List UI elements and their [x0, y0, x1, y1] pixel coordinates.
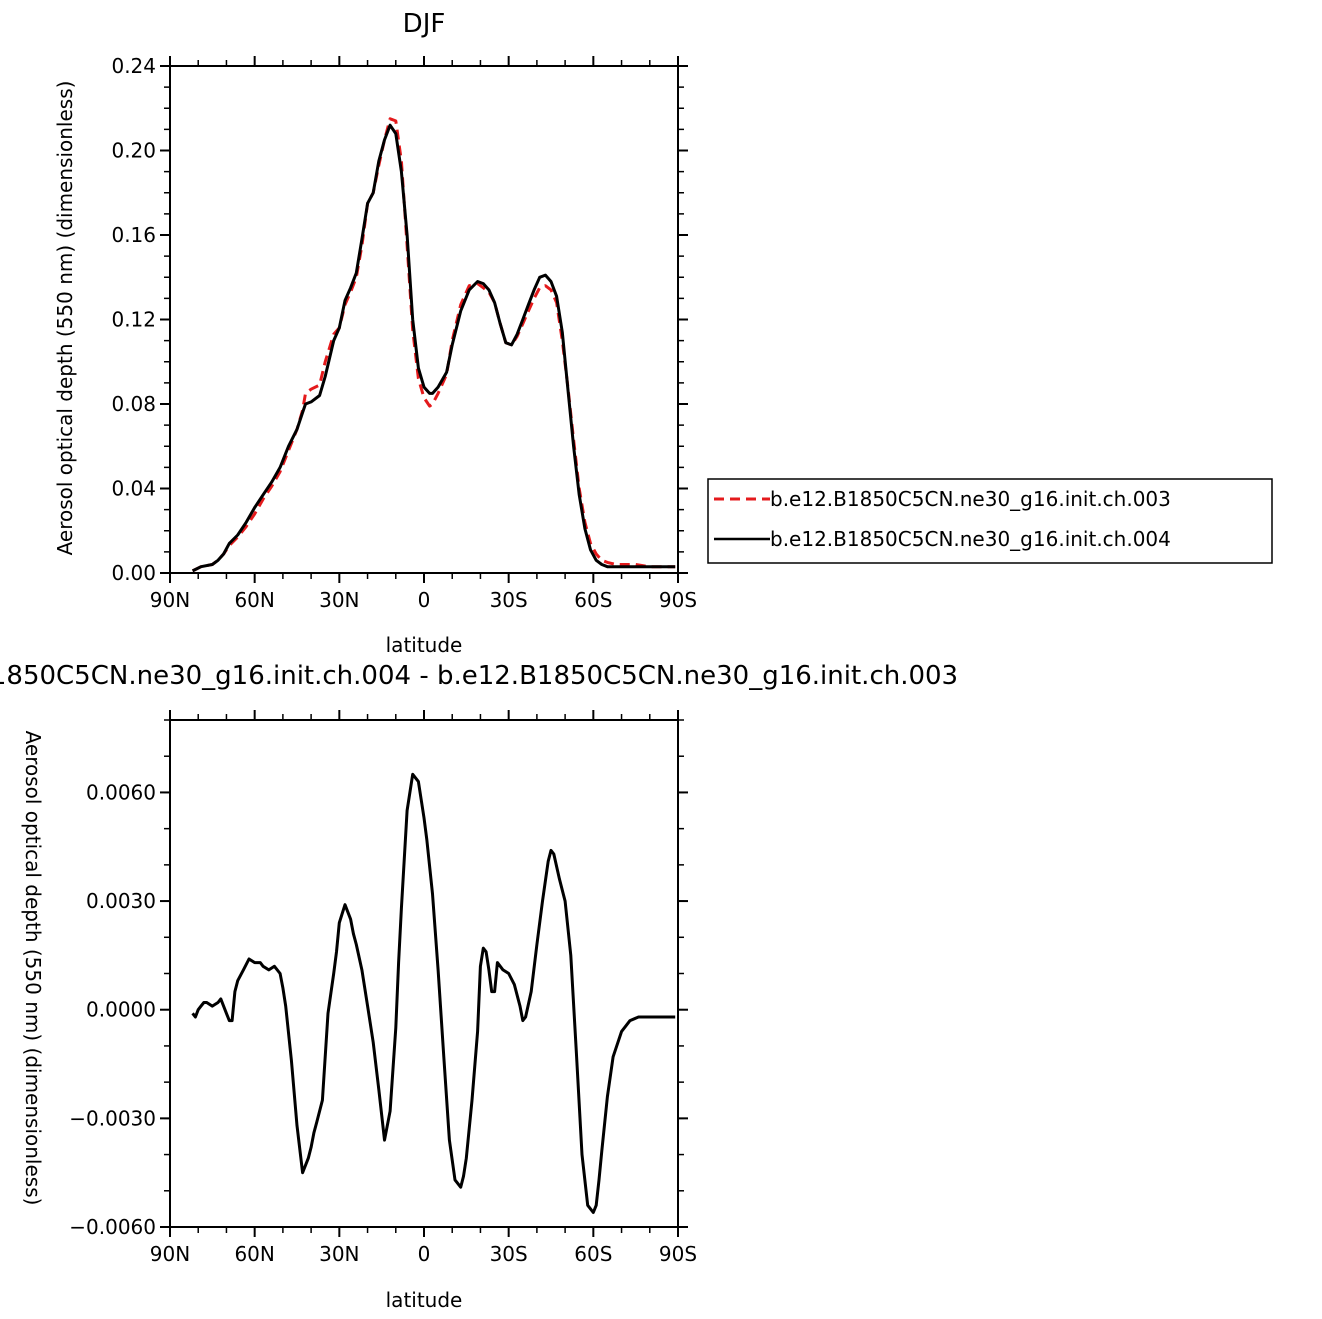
legend: b.e12.B1850C5CN.ne30_g16.init.ch.003 b.e…: [707, 478, 1273, 564]
series-line-1: [191, 123, 676, 573]
aod-panel: DJF Aerosol optical depth (550 nm) (dime…: [53, 9, 697, 657]
tick-labels: 90N 60N 30N 0 30S 60S 90S −0.0060 −0.0030 0.0000 0…: [69, 780, 697, 1266]
x-axis-title: latitude: [386, 1288, 463, 1312]
x-tick-label: 90N: [150, 1242, 190, 1266]
y-tick-label: 0.0060: [86, 780, 156, 804]
tick-marks: [160, 710, 688, 1237]
y-axis-title: Aerosol optical depth (550 nm) (dimensio…: [53, 81, 77, 556]
y-tick-label: 0.20: [111, 139, 156, 163]
series-line-0: [191, 117, 676, 573]
series-lines: [191, 772, 676, 1214]
x-tick-label: 90N: [150, 588, 190, 612]
plot-frame: [169, 719, 679, 1228]
series-lines: [191, 117, 676, 573]
x-tick-label: 30N: [319, 1242, 359, 1266]
y-tick-label: −0.0060: [69, 1215, 156, 1239]
x-tick-label: 0: [418, 588, 431, 612]
x-tick-label: 90S: [659, 1242, 697, 1266]
x-tick-label: 60S: [574, 588, 612, 612]
y-tick-label: 0.16: [111, 223, 156, 247]
legend-box: [707, 478, 1273, 564]
panel-title: DJF: [403, 9, 446, 39]
y-tick-label: 0.24: [111, 54, 156, 78]
x-tick-label: 60S: [574, 1242, 612, 1266]
x-tick-label: 30S: [490, 588, 528, 612]
tick-marks: [160, 56, 688, 583]
y-tick-label: 0.0030: [86, 889, 156, 913]
plot-frame: [169, 65, 679, 574]
x-tick-label: 90S: [659, 588, 697, 612]
y-tick-label: 0.08: [111, 392, 156, 416]
x-tick-label: 0: [418, 1242, 431, 1266]
difference-panel: b.e12.B1850C5CN.ne30_g16.init.ch.004 - b…: [0, 661, 958, 1312]
x-tick-label: 30S: [490, 1242, 528, 1266]
x-tick-label: 30N: [319, 588, 359, 612]
y-tick-label: 0.12: [111, 308, 156, 332]
panel-title: b.e12.B1850C5CN.ne30_g16.init.ch.004 - b…: [0, 661, 958, 691]
legend-label-004: b.e12.B1850C5CN.ne30_g16.init.ch.004: [770, 527, 1171, 551]
x-axis-title: latitude: [386, 633, 463, 657]
x-tick-label: 60N: [234, 1242, 274, 1266]
tick-labels: 90N 60N 30N 0 30S 60S 90S 0.00 0.04 0.08 0.12 0.16 0…: [111, 54, 697, 612]
legend-label-003: b.e12.B1850C5CN.ne30_g16.init.ch.003: [770, 487, 1171, 511]
y-axis-title: Aerosol optical depth (550 nm) (dimensio…: [21, 731, 45, 1206]
y-tick-label: −0.0030: [69, 1106, 156, 1130]
y-tick-label: 0.00: [111, 561, 156, 585]
y-tick-label: 0.04: [111, 477, 156, 501]
y-tick-label: 0.0000: [86, 998, 156, 1022]
x-tick-label: 60N: [234, 588, 274, 612]
series-line-0: [191, 772, 676, 1214]
